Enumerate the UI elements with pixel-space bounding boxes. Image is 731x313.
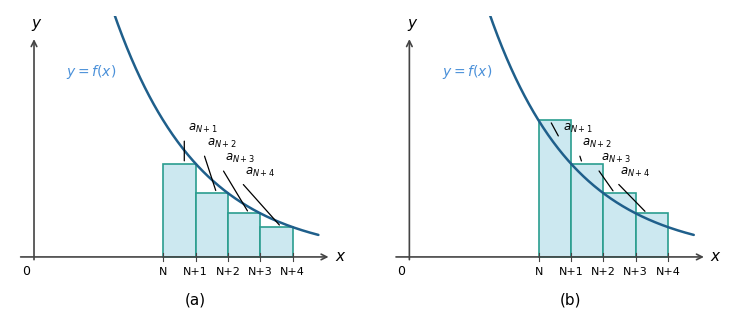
Text: $y$: $y$	[31, 17, 43, 33]
Text: N+4: N+4	[280, 267, 305, 277]
Text: N+3: N+3	[248, 267, 273, 277]
Bar	[571, 164, 603, 257]
Text: $x$: $x$	[710, 249, 721, 264]
Text: $a_{N+3}$: $a_{N+3}$	[601, 152, 631, 165]
Text: N: N	[534, 267, 543, 277]
Text: 0: 0	[397, 265, 405, 278]
Text: $a_{N+3}$: $a_{N+3}$	[225, 152, 255, 165]
Text: N+1: N+1	[183, 267, 208, 277]
Text: $x$: $x$	[335, 249, 346, 264]
Text: $a_{N+2}$: $a_{N+2}$	[583, 137, 612, 150]
Text: $y = f(x)$: $y = f(x)$	[442, 63, 492, 81]
Bar	[260, 227, 292, 257]
Text: N: N	[159, 267, 167, 277]
Text: 0: 0	[22, 265, 30, 278]
Text: $a_{N+4}$: $a_{N+4}$	[245, 166, 275, 179]
Bar	[539, 121, 571, 257]
Text: $a_{N+2}$: $a_{N+2}$	[207, 137, 237, 150]
Text: $y$: $y$	[407, 17, 418, 33]
Text: $y = f(x)$: $y = f(x)$	[67, 63, 117, 81]
Text: (b): (b)	[560, 293, 582, 308]
Bar	[603, 193, 635, 257]
Bar	[635, 213, 668, 257]
Text: N+2: N+2	[216, 267, 240, 277]
Text: N+4: N+4	[656, 267, 681, 277]
Bar	[196, 193, 228, 257]
Text: (a): (a)	[185, 293, 206, 308]
Text: $a_{N+1}$: $a_{N+1}$	[563, 122, 593, 135]
Text: N+1: N+1	[558, 267, 583, 277]
Text: $a_{N+4}$: $a_{N+4}$	[620, 166, 651, 179]
Bar	[163, 164, 196, 257]
Bar	[228, 213, 260, 257]
Text: N+3: N+3	[624, 267, 648, 277]
Text: $a_{N+1}$: $a_{N+1}$	[188, 122, 217, 135]
Text: N+2: N+2	[591, 267, 616, 277]
